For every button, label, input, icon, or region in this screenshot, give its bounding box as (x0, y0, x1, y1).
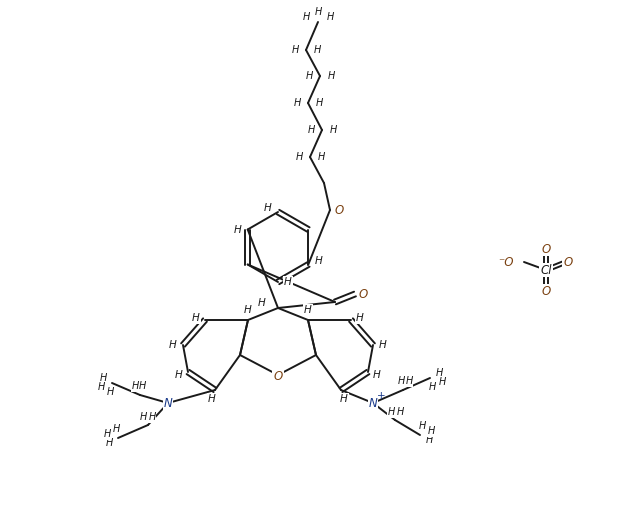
Text: O: O (563, 256, 573, 268)
Text: H: H (175, 370, 183, 380)
Text: H: H (317, 152, 325, 161)
Text: H: H (387, 407, 394, 417)
Text: H: H (284, 277, 292, 287)
Text: H: H (131, 381, 139, 391)
Text: +: + (377, 391, 386, 401)
Text: H: H (139, 412, 147, 422)
Text: H: H (396, 407, 404, 417)
Text: H: H (307, 125, 315, 135)
Text: H: H (302, 12, 310, 22)
Text: H: H (99, 373, 107, 383)
Text: H: H (315, 256, 322, 266)
Text: O: O (334, 203, 344, 217)
Text: H: H (315, 98, 323, 108)
Text: H: H (291, 45, 299, 55)
Text: H: H (264, 203, 272, 213)
Text: H: H (313, 44, 321, 55)
Text: O: O (273, 369, 283, 383)
Text: H: H (97, 382, 105, 392)
Text: H: H (104, 429, 111, 439)
Text: ⁻O: ⁻O (499, 256, 514, 268)
Text: N: N (164, 397, 172, 409)
Text: H: H (327, 71, 335, 81)
Text: H: H (379, 340, 387, 350)
Text: H: H (435, 368, 443, 378)
Text: O: O (541, 285, 551, 297)
Text: H: H (327, 12, 333, 22)
Text: H: H (106, 387, 114, 397)
Text: H: H (304, 305, 312, 315)
Text: H: H (373, 370, 381, 380)
Text: H: H (340, 394, 348, 404)
Text: Cl: Cl (540, 264, 552, 276)
Text: H: H (329, 125, 337, 134)
Text: H: H (295, 152, 303, 162)
Text: H: H (405, 376, 413, 386)
Text: H: H (428, 382, 436, 392)
Text: H: H (356, 313, 364, 323)
Text: H: H (305, 72, 313, 81)
Text: H: H (425, 435, 433, 445)
Text: H: H (427, 426, 435, 436)
Text: H: H (112, 424, 120, 434)
Text: N: N (369, 397, 377, 409)
Text: H: H (106, 438, 112, 448)
Text: H: H (138, 381, 146, 391)
Text: O: O (541, 243, 551, 256)
Text: H: H (208, 394, 216, 404)
Text: H: H (244, 305, 252, 315)
Text: H: H (438, 377, 446, 387)
Text: H: H (398, 376, 404, 386)
Text: H: H (293, 99, 301, 108)
Text: O: O (359, 288, 367, 300)
Text: H: H (169, 340, 177, 350)
Text: H: H (314, 7, 322, 17)
Text: H: H (234, 224, 242, 235)
Text: H: H (192, 313, 200, 323)
Text: H: H (418, 421, 426, 431)
Text: H: H (258, 298, 266, 308)
Text: H: H (148, 412, 156, 422)
